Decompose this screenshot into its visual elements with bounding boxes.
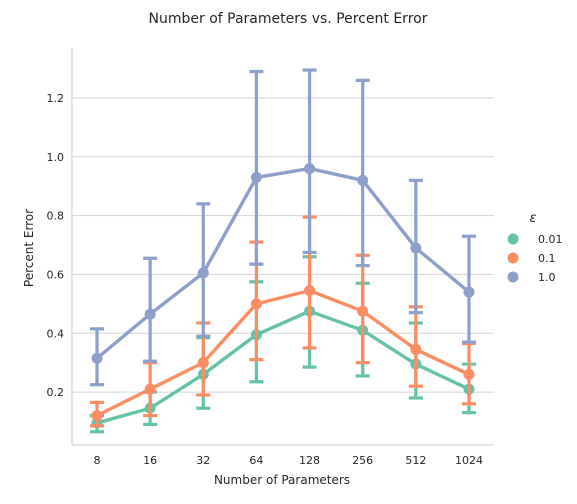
y-axis-label: Percent Error xyxy=(22,209,36,287)
y-tick-label: 0.4 xyxy=(47,327,65,340)
x-tick-label: 16 xyxy=(143,454,157,467)
x-tick-label: 8 xyxy=(94,454,101,467)
y-tick-label: 1.2 xyxy=(47,92,65,105)
legend-marker xyxy=(507,271,519,283)
y-tick-label: 0.6 xyxy=(47,268,65,281)
x-tick-label: 32 xyxy=(196,454,210,467)
data-point xyxy=(91,352,103,364)
x-tick-label: 128 xyxy=(299,454,320,467)
data-point xyxy=(357,305,369,317)
legend-label: 0.1 xyxy=(538,252,556,265)
data-point xyxy=(463,368,475,380)
data-point xyxy=(144,383,156,395)
legend-items: 0.01 0.1 1.0 xyxy=(507,233,563,284)
data-point xyxy=(197,357,209,369)
x-tick-label: 1024 xyxy=(455,454,483,467)
axes-layer xyxy=(71,48,494,446)
x-tick-label: 512 xyxy=(405,454,426,467)
y-tick-label: 1.0 xyxy=(47,151,65,164)
x-axis-label: Number of Parameters xyxy=(214,473,350,487)
y-tick-label: 0.2 xyxy=(47,386,65,399)
data-point xyxy=(463,286,475,298)
legend-label: 1.0 xyxy=(538,271,556,284)
series-line xyxy=(96,288,470,418)
data-point xyxy=(304,163,316,175)
legend-marker xyxy=(507,252,519,264)
chart-title: Number of Parameters vs. Percent Error xyxy=(149,11,428,27)
series-0.01 xyxy=(90,255,476,434)
tick-layer: 0.2 0.4 0.6 0.8 1.0 1.2 8 16 32 64 128 256 512 1024 xyxy=(47,92,483,467)
data-point xyxy=(250,171,262,183)
data-point xyxy=(410,343,422,355)
legend-title: ε xyxy=(529,211,536,226)
series-1.0 xyxy=(90,68,476,387)
x-tick-label: 256 xyxy=(352,454,373,467)
grid-layer xyxy=(72,97,494,393)
y-tick-label: 0.8 xyxy=(47,210,65,223)
series-line xyxy=(96,309,470,425)
legend-label: 0.01 xyxy=(538,233,563,246)
data-point xyxy=(91,410,103,422)
legend: ε 0.01 0.1 1.0 xyxy=(507,211,563,284)
data-point xyxy=(410,242,422,254)
data-point xyxy=(144,308,156,320)
data-point xyxy=(250,298,262,310)
data-point xyxy=(304,285,316,297)
data-point xyxy=(197,267,209,279)
legend-marker xyxy=(507,233,519,245)
series-layer xyxy=(90,68,476,434)
x-tick-label: 64 xyxy=(249,454,263,467)
series-line xyxy=(95,166,471,360)
data-point xyxy=(357,174,369,186)
